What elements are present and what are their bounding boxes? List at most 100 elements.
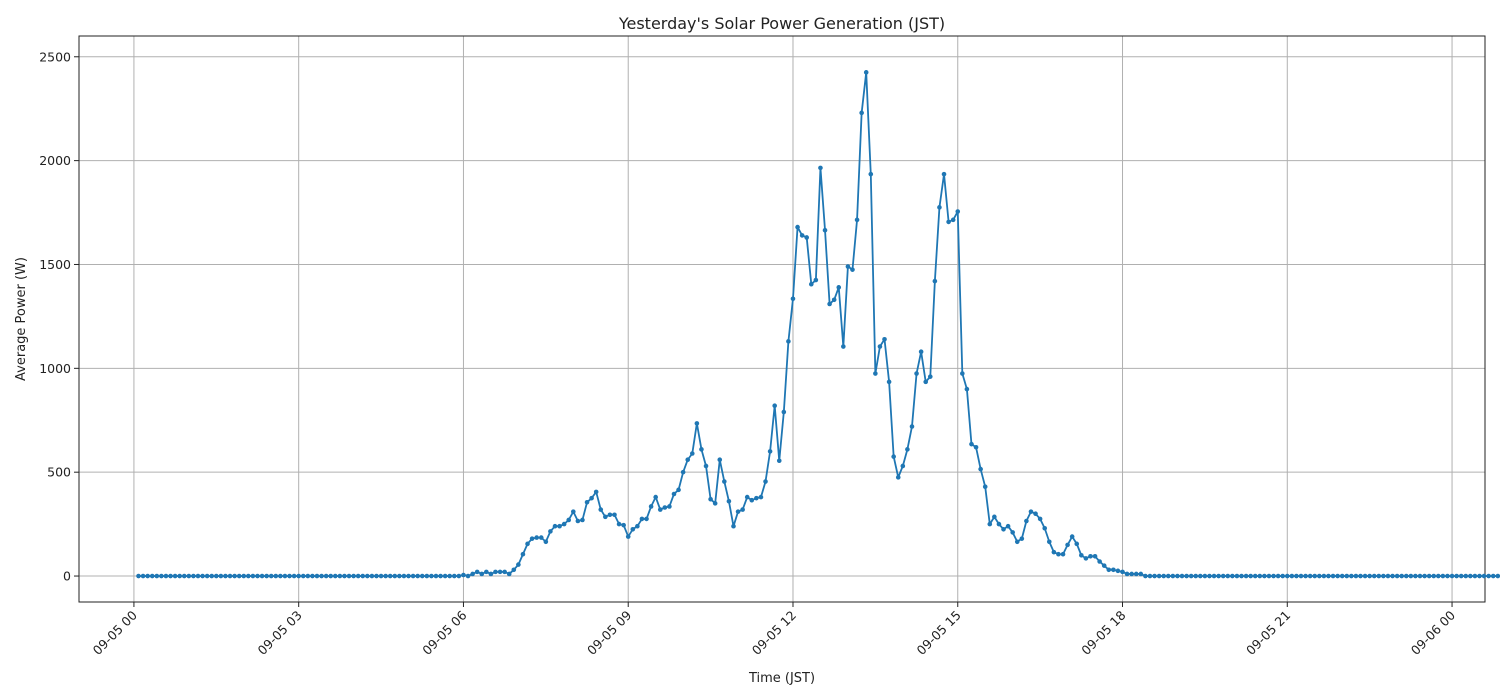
data-point: [877, 344, 883, 349]
data-point: [1092, 554, 1098, 559]
data-point: [1458, 573, 1464, 579]
data-point: [410, 573, 416, 579]
data-point: [1472, 573, 1478, 579]
data-point: [854, 217, 860, 223]
data-point: [506, 571, 512, 577]
data-point: [1417, 573, 1423, 579]
data-point: [250, 573, 256, 579]
data-point: [163, 573, 169, 579]
data-point: [1193, 573, 1199, 579]
y-axis-label: Average Power (W): [14, 257, 29, 381]
data-point: [598, 507, 604, 512]
data-point: [1115, 568, 1121, 574]
data-point: [273, 573, 279, 579]
data-point: [1202, 573, 1208, 579]
data-point: [1037, 516, 1043, 522]
data-point: [1385, 573, 1391, 579]
data-point: [946, 219, 951, 225]
data-point: [1376, 573, 1382, 579]
data-point: [502, 569, 507, 575]
data-point: [218, 573, 224, 579]
data-point: [538, 535, 544, 540]
data-point: [154, 573, 160, 579]
data-point: [1495, 573, 1500, 579]
data-point: [246, 573, 251, 579]
data-point: [465, 573, 471, 579]
data-point: [397, 573, 402, 579]
data-point: [680, 469, 686, 475]
data-point: [1230, 573, 1235, 579]
data-point: [278, 573, 283, 579]
data-point: [1280, 573, 1285, 579]
data-point: [1449, 573, 1455, 579]
data-point: [712, 501, 718, 506]
data-point: [1124, 571, 1130, 577]
data-point: [520, 551, 526, 557]
y-tick-label: 1500: [39, 257, 71, 272]
data-point: [1445, 573, 1450, 579]
data-point: [758, 494, 764, 500]
data-point: [1033, 511, 1038, 517]
data-point: [1010, 530, 1015, 535]
data-point: [1106, 567, 1112, 573]
data-point: [296, 573, 301, 579]
data-point: [918, 349, 924, 355]
data-point: [1252, 573, 1258, 579]
data-point: [882, 336, 887, 342]
data-point: [575, 518, 581, 524]
data-point: [1243, 573, 1249, 579]
data-point: [909, 424, 915, 429]
data-point: [484, 569, 489, 575]
data-point: [433, 573, 439, 579]
data-point: [1481, 573, 1487, 579]
data-point: [584, 500, 590, 505]
data-point: [937, 205, 942, 210]
plot-frame: [78, 35, 1486, 603]
data-point: [722, 479, 727, 484]
data-point: [415, 573, 420, 579]
data-point: [625, 534, 631, 539]
data-point: [1486, 573, 1491, 579]
data-point: [438, 573, 443, 579]
data-point: [1014, 539, 1020, 545]
data-point: [1353, 573, 1359, 579]
data-point: [1307, 573, 1313, 579]
data-point: [140, 573, 146, 579]
data-point: [767, 449, 773, 454]
data-point: [635, 523, 640, 529]
data-point: [827, 301, 832, 307]
data-point: [1262, 573, 1267, 579]
data-point: [374, 573, 379, 579]
data-point: [740, 507, 745, 512]
data-point: [1349, 573, 1354, 579]
data-point: [241, 573, 247, 579]
data-point: [987, 521, 993, 527]
data-point: [1051, 549, 1057, 555]
data-point: [749, 497, 755, 503]
data-point: [314, 573, 320, 579]
data-point: [1468, 573, 1473, 579]
data-point: [644, 516, 649, 522]
data-point: [1344, 573, 1350, 579]
data-point: [973, 444, 979, 450]
data-point: [1133, 571, 1139, 577]
data-point: [621, 522, 626, 528]
data-point: [603, 514, 608, 520]
data-point: [365, 573, 370, 579]
data-point: [699, 447, 704, 452]
data-point: [1211, 573, 1217, 579]
data-point: [525, 541, 530, 547]
data-point: [863, 70, 869, 75]
data-point: [191, 573, 196, 579]
data-point: [841, 344, 846, 349]
data-point: [1403, 573, 1409, 579]
data-point: [181, 573, 187, 579]
data-point: [781, 409, 787, 415]
data-point: [1028, 509, 1034, 514]
data-point: [1143, 573, 1148, 579]
data-point: [1275, 573, 1281, 579]
data-point: [424, 573, 430, 579]
data-point: [543, 539, 549, 545]
data-point: [982, 484, 988, 490]
